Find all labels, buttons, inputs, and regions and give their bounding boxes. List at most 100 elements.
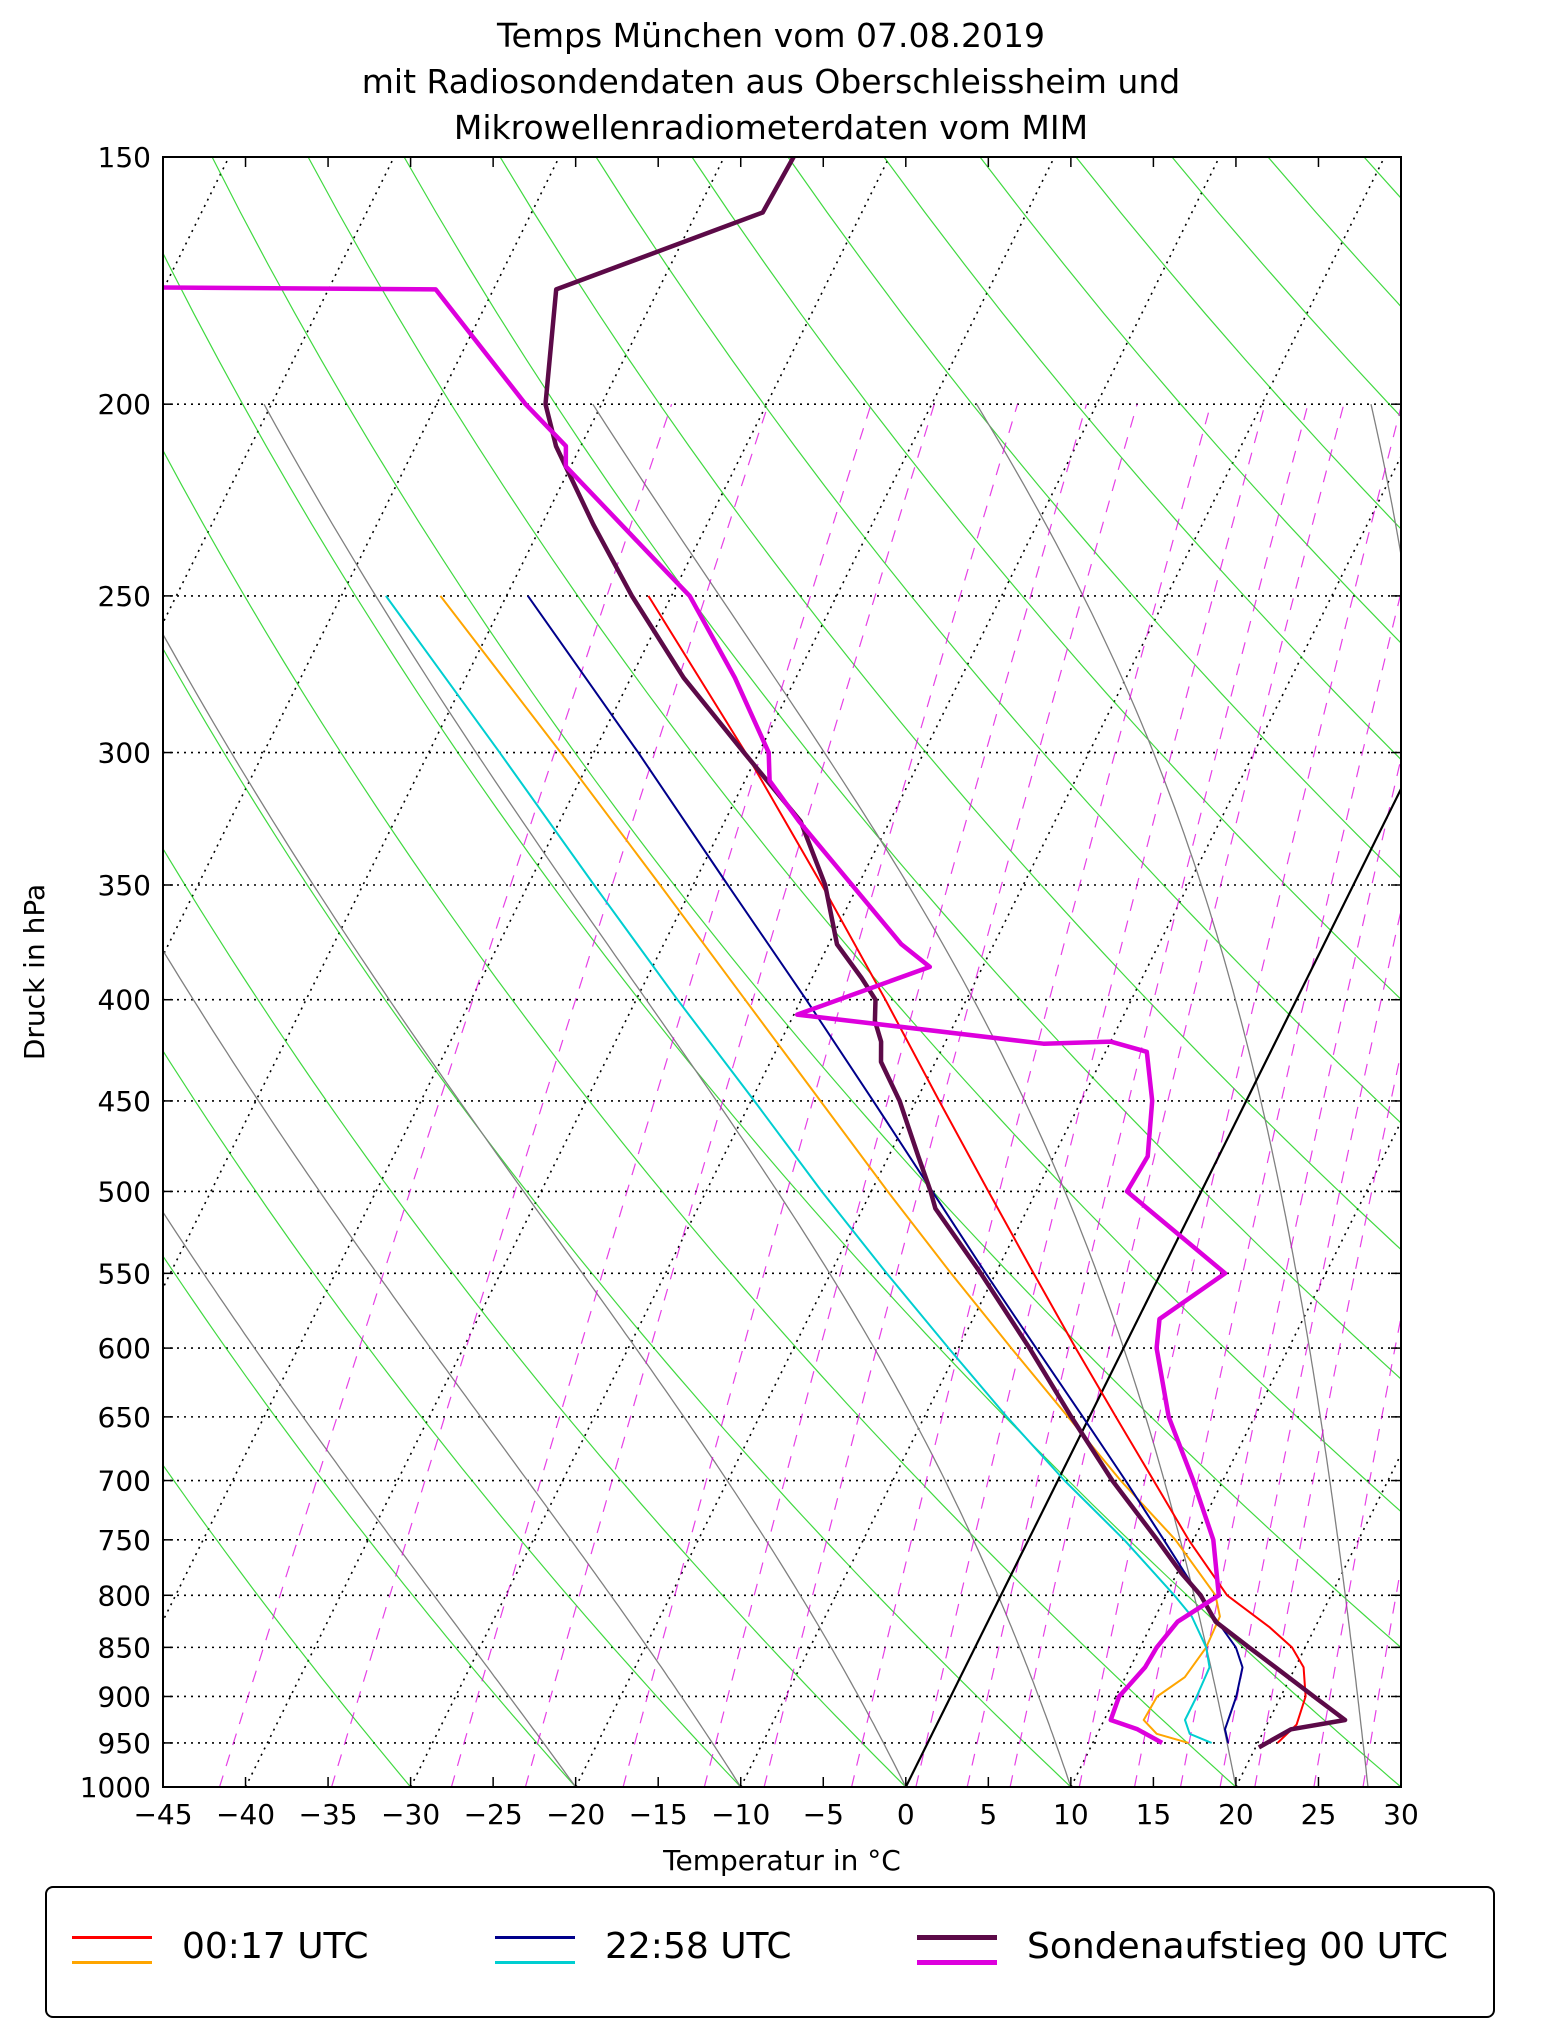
- legend-swatch-orange: [72, 1961, 152, 1964]
- mixing-ratio-line: [1362, 1563, 1401, 1787]
- y-tick-label: 450: [98, 1085, 151, 1118]
- y-tick-label: 850: [98, 1631, 151, 1664]
- legend-swatch-magenta: [917, 1960, 997, 1965]
- moist-adiabat: [163, 1210, 577, 1787]
- x-tick-label: 25: [1301, 1798, 1337, 1831]
- legend-label-2258: 22:58 UTC: [605, 1926, 792, 1967]
- isotherm-line: [163, 157, 395, 625]
- series-line-5-dewpoint: [163, 285, 1228, 1745]
- series-line-3-dewpoint: [385, 595, 1212, 1744]
- legend-swatch-purple: [917, 1935, 997, 1940]
- dry-adiabat: [403, 157, 1401, 1380]
- x-tick-label: −10: [711, 1798, 770, 1831]
- y-tick-label: 1000: [80, 1771, 151, 1804]
- mixing-ratio-line: [1475, 404, 1542, 1787]
- isotherm-line: [244, 157, 1056, 1787]
- legend-swatch-cyan: [495, 1961, 575, 1964]
- x-tick-label: −40: [216, 1798, 275, 1831]
- chart-title-line-1: Temps München vom 07.08.2019: [497, 16, 1045, 55]
- moist-adiabat: [263, 403, 1072, 1787]
- dry-adiabat: [163, 1464, 412, 1787]
- y-axis-label: Druck in hPa: [18, 884, 51, 1060]
- y-tick-label: 200: [98, 388, 151, 421]
- legend-label-0017: 00:17 UTC: [182, 1926, 369, 1967]
- y-tick-label: 950: [98, 1727, 151, 1760]
- x-tick-label: −45: [133, 1798, 192, 1831]
- mixing-ratio-line: [1505, 404, 1542, 1787]
- series-line-4-temperature: [543, 157, 1348, 1750]
- x-tick-label: 0: [897, 1798, 915, 1831]
- y-tick-label: 750: [98, 1524, 151, 1557]
- moist-adiabat: [163, 633, 907, 1787]
- mixing-ratio-line: [1254, 1050, 1401, 1787]
- mixing-ratio-line: [966, 404, 1309, 1787]
- mixing-ratio-line: [1405, 404, 1542, 1787]
- isotherm-line: [1400, 1785, 1401, 1787]
- y-tick-label: 400: [98, 984, 151, 1017]
- x-tick-label: 15: [1136, 1798, 1172, 1831]
- y-tick-label: 350: [98, 869, 151, 902]
- mixing-ratio-line: [1179, 755, 1401, 1787]
- legend-swatch-darkblue: [495, 1936, 575, 1939]
- dry-adiabat: [163, 1255, 577, 1787]
- dry-adiabat: [307, 157, 1401, 1513]
- mixing-ratio-line: [1442, 404, 1542, 1787]
- isotherm-line: [905, 787, 1401, 1787]
- y-tick-label: 500: [98, 1175, 151, 1208]
- legend-label-sonde: Sondenaufstieg 00 UTC: [1027, 1926, 1448, 1967]
- legend-swatch-red: [72, 1936, 152, 1939]
- plot-frame: [162, 156, 1402, 1788]
- mixing-ratio-line: [1133, 590, 1401, 1787]
- x-tick-label: −30: [381, 1798, 440, 1831]
- x-tick-label: 10: [1053, 1798, 1089, 1831]
- mixing-ratio-line: [218, 404, 673, 1787]
- moist-adiabat: [1370, 404, 1401, 559]
- y-tick-label: 600: [98, 1332, 151, 1365]
- y-tick-label: 550: [98, 1257, 151, 1290]
- chart-title-line-3: Mikrowellenradiometerdaten vom MIM: [453, 108, 1089, 147]
- dry-adiabat: [1363, 157, 1401, 200]
- y-tick-label: 250: [98, 580, 151, 613]
- dry-adiabat: [163, 449, 1237, 1787]
- x-tick-label: 5: [979, 1798, 997, 1831]
- series-line-2-temperature: [527, 595, 1244, 1744]
- mixing-ratio-line: [915, 404, 1266, 1787]
- x-tick-label: 20: [1218, 1798, 1254, 1831]
- y-tick-label: 900: [98, 1680, 151, 1713]
- isotherm-line: [409, 157, 1221, 1787]
- dry-adiabat: [499, 157, 1401, 1251]
- y-tick-label: 150: [98, 141, 151, 174]
- x-tick-label: −20: [546, 1798, 605, 1831]
- y-tick-label: 800: [98, 1579, 151, 1612]
- moist-adiabat: [976, 403, 1369, 1787]
- mixing-ratio-line: [851, 404, 1212, 1787]
- mixing-ratio-line: [703, 404, 1088, 1787]
- dry-adiabat: [691, 157, 1401, 1001]
- y-tick-label: 300: [98, 737, 151, 770]
- chart-title-line-2: mit Radiosondendaten aus Oberschleisshei…: [361, 62, 1181, 101]
- x-axis-label: Temperatur in °C: [662, 1844, 901, 1877]
- x-tick-label: 30: [1383, 1798, 1419, 1831]
- dry-adiabat: [1460, 157, 1542, 1787]
- x-tick-label: −25: [464, 1798, 523, 1831]
- moist-adiabat: [592, 403, 1237, 1787]
- x-tick-label: −15: [629, 1798, 688, 1831]
- isotherm-line: [163, 157, 560, 958]
- dry-adiabat: [787, 157, 1401, 880]
- y-tick-label: 700: [98, 1465, 151, 1498]
- isotherm-line: [739, 454, 1401, 1787]
- mixing-ratio-line: [1219, 907, 1401, 1787]
- dry-adiabat: [163, 647, 1072, 1787]
- dry-adiabat: [883, 157, 1401, 761]
- mixing-ratio-line: [1078, 404, 1401, 1787]
- mixing-ratio-line: [1313, 1314, 1401, 1787]
- dry-adiabat: [595, 157, 1401, 1124]
- mixing-ratio-line: [622, 404, 1019, 1787]
- series-line-0-temperature: [647, 595, 1307, 1744]
- dry-adiabat: [163, 251, 1401, 1787]
- series-line-1-dewpoint: [439, 595, 1221, 1744]
- moist-adiabat: [163, 949, 742, 1787]
- isotherm-line: [1070, 1119, 1401, 1787]
- mixing-ratio-line: [1009, 404, 1345, 1787]
